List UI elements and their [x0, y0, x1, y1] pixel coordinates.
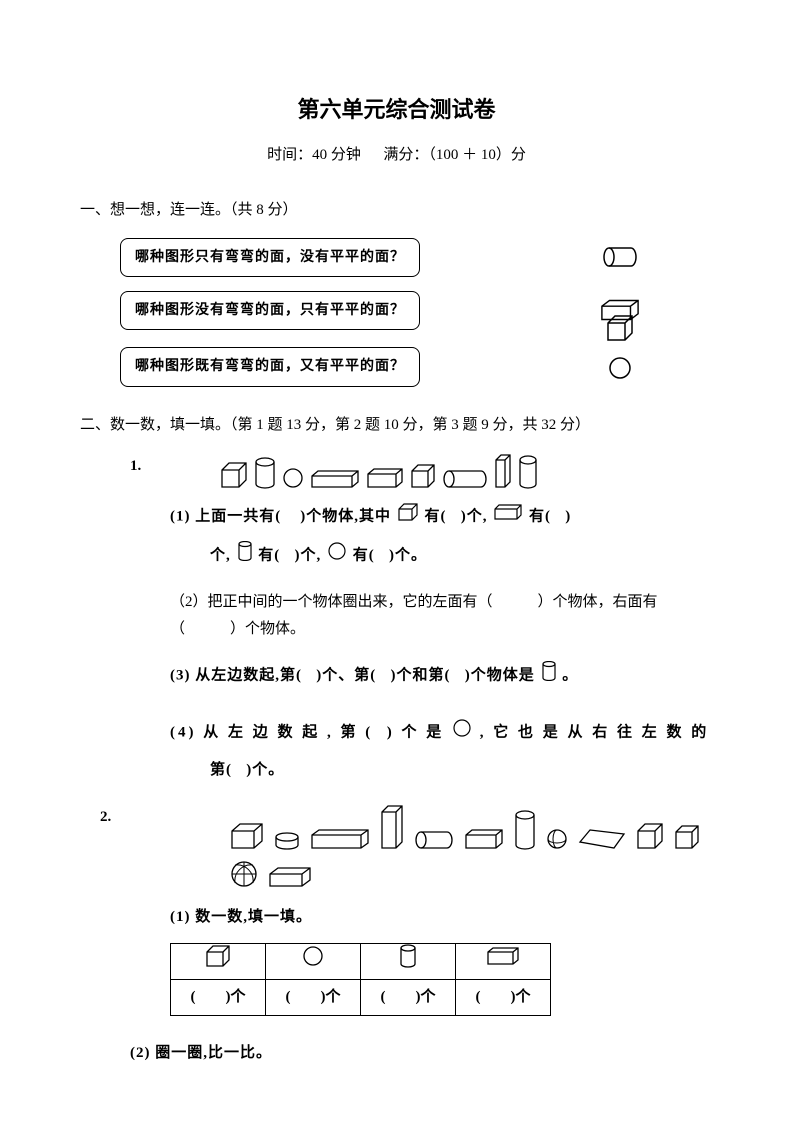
q2-number: 2. — [100, 804, 130, 831]
page-subtitle: 时间：40 分钟 满分：（100 ＋ 10）分 — [80, 142, 713, 169]
cuboid-q2-3-icon — [578, 828, 626, 850]
sphere-inline2-icon — [453, 719, 471, 747]
q1-3-text-d: )个物体是 — [465, 667, 535, 683]
q1-number: 1. — [130, 453, 160, 480]
q1-3-text-b: )个、第( — [316, 667, 376, 683]
q1-4-text-e: )个。 — [246, 762, 284, 778]
cylinder-v-icon — [254, 457, 276, 489]
sphere-icon — [608, 356, 632, 390]
q1-4-line1: (4) 从 左 边 数 起 , 第 ( ) 个 是 , 它 也 是 从 右 往 … — [170, 719, 713, 747]
time-label: 时间： — [267, 147, 312, 163]
section2-header: 二、数一数，填一填。（第 1 题 13 分，第 2 题 10 分，第 3 题 9… — [80, 412, 713, 439]
q1-shapes-row — [220, 453, 538, 489]
cylinder-v2-icon — [518, 455, 538, 489]
section1-header: 一、想一想，连一连。（共 8 分） — [80, 197, 713, 224]
q1-1-text-k: )个。 — [389, 547, 427, 563]
cube-q2-2-icon — [636, 822, 664, 850]
q1-1-text-g: 个, — [210, 547, 231, 563]
cuboid-inline-icon — [494, 503, 522, 530]
q2-1-header: (1) 数一数,填一填。 — [170, 904, 713, 931]
table-header-cylinder — [361, 943, 456, 979]
time-value: 40 分钟 — [312, 147, 361, 163]
q1-1-text-b: )个物体,其中 — [300, 508, 391, 524]
q1-1-text-e: 有( — [529, 508, 551, 524]
cuboid-tall-q2-icon — [380, 804, 404, 850]
q1-1-text-c: 有( — [425, 508, 447, 524]
cylinder-icon — [600, 246, 640, 268]
table-cell-1: ( )个 — [171, 979, 266, 1015]
question-box-1: 哪种图形只有弯弯的面，没有平平的面？ — [120, 238, 420, 277]
q1-1-line2: 个, 有( )个, 有( )个。 — [210, 541, 713, 571]
q1-3-line: (3) 从左边数起,第( )个、第( )个和第( )个物体是 。 — [170, 661, 713, 691]
q2-shapes-row — [230, 804, 710, 888]
table-header-cuboid — [456, 943, 551, 979]
page-title: 第六单元综合测试卷 — [80, 90, 713, 130]
q1-3-text-c: )个和第( — [391, 667, 451, 683]
cube-small2-icon — [410, 463, 436, 489]
cube-small-icon — [220, 461, 248, 489]
cube-inline-icon — [398, 503, 418, 531]
score-value: （100 ＋ 10）分 — [428, 147, 526, 163]
q1-4-text-a: (4) 从 左 边 数 起 , 第 ( — [170, 724, 373, 740]
q1-4-text-b: ) 个 是 — [387, 724, 445, 740]
cube-q2-3-icon — [674, 824, 700, 850]
cuboid-flat-icon — [310, 469, 360, 489]
sphere-inline-icon — [328, 542, 346, 570]
cuboid-small-icon — [366, 467, 404, 489]
q1-4-text-d: 第( — [210, 762, 232, 778]
cube-q2-1-icon — [230, 822, 264, 850]
cylinder-inline2-icon — [542, 661, 556, 691]
cuboid-q2-1-icon — [310, 828, 370, 850]
cuboid-tall-icon — [494, 453, 512, 489]
q1-1-line1: (1) 上面一共有( )个物体,其中 有( )个, 有( ) — [170, 503, 713, 531]
table-header-sphere — [266, 943, 361, 979]
q1-1-text-f: ) — [565, 508, 571, 524]
cylinder-h-q2-icon — [414, 830, 454, 850]
q1-2-text: （2）把正中间的一个物体圈出来，它的左面有（ ）个物体，右面有（ ）个物体。 — [170, 589, 713, 643]
q1-1-text-h: 有( — [258, 547, 280, 563]
basketball-icon — [230, 860, 258, 888]
q1-3-text-a: (3) 从左边数起,第( — [170, 667, 302, 683]
q1-1-text-j: 有( — [353, 547, 375, 563]
table-cell-4: ( )个 — [456, 979, 551, 1015]
count-table: ( )个 ( )个 ( )个 ( )个 — [170, 943, 713, 1016]
q1-1-text-d: )个, — [461, 508, 488, 524]
q1-4-line2: 第( )个。 — [210, 757, 713, 784]
table-cell-2: ( )个 — [266, 979, 361, 1015]
cylinder-v-q2-icon — [514, 810, 536, 850]
q1-1-text-a: (1) 上面一共有( — [170, 508, 281, 524]
question-box-2: 哪种图形没有弯弯的面，只有平平的面？ — [120, 291, 420, 330]
cuboid-q2-2-icon — [464, 828, 504, 850]
cylinder-inline-icon — [238, 541, 252, 571]
question-boxes: 哪种图形只有弯弯的面，没有平平的面？ 哪种图形没有弯弯的面，只有平平的面？ 哪种… — [120, 238, 713, 390]
q1-4-text-c: , 它 也 是 从 右 往 左 数 的 — [480, 724, 710, 740]
ball-q2-1-icon — [546, 828, 568, 850]
table-header-cube — [171, 943, 266, 979]
q2-2-header: (2) 圈一圈,比一比。 — [130, 1040, 713, 1067]
cube-icon — [606, 314, 634, 352]
cuboid-q2-4-icon — [268, 866, 312, 888]
cylinder-h-icon — [442, 469, 488, 489]
cylinder-q2-1-icon — [274, 832, 300, 850]
sphere-small-icon — [282, 467, 304, 489]
score-label: 满分： — [383, 147, 428, 163]
question-box-3: 哪种图形既有弯弯的面，又有平平的面？ — [120, 347, 420, 386]
q1-3-text-e: 。 — [562, 667, 578, 683]
table-cell-3: ( )个 — [361, 979, 456, 1015]
q1-1-text-i: )个, — [295, 547, 322, 563]
